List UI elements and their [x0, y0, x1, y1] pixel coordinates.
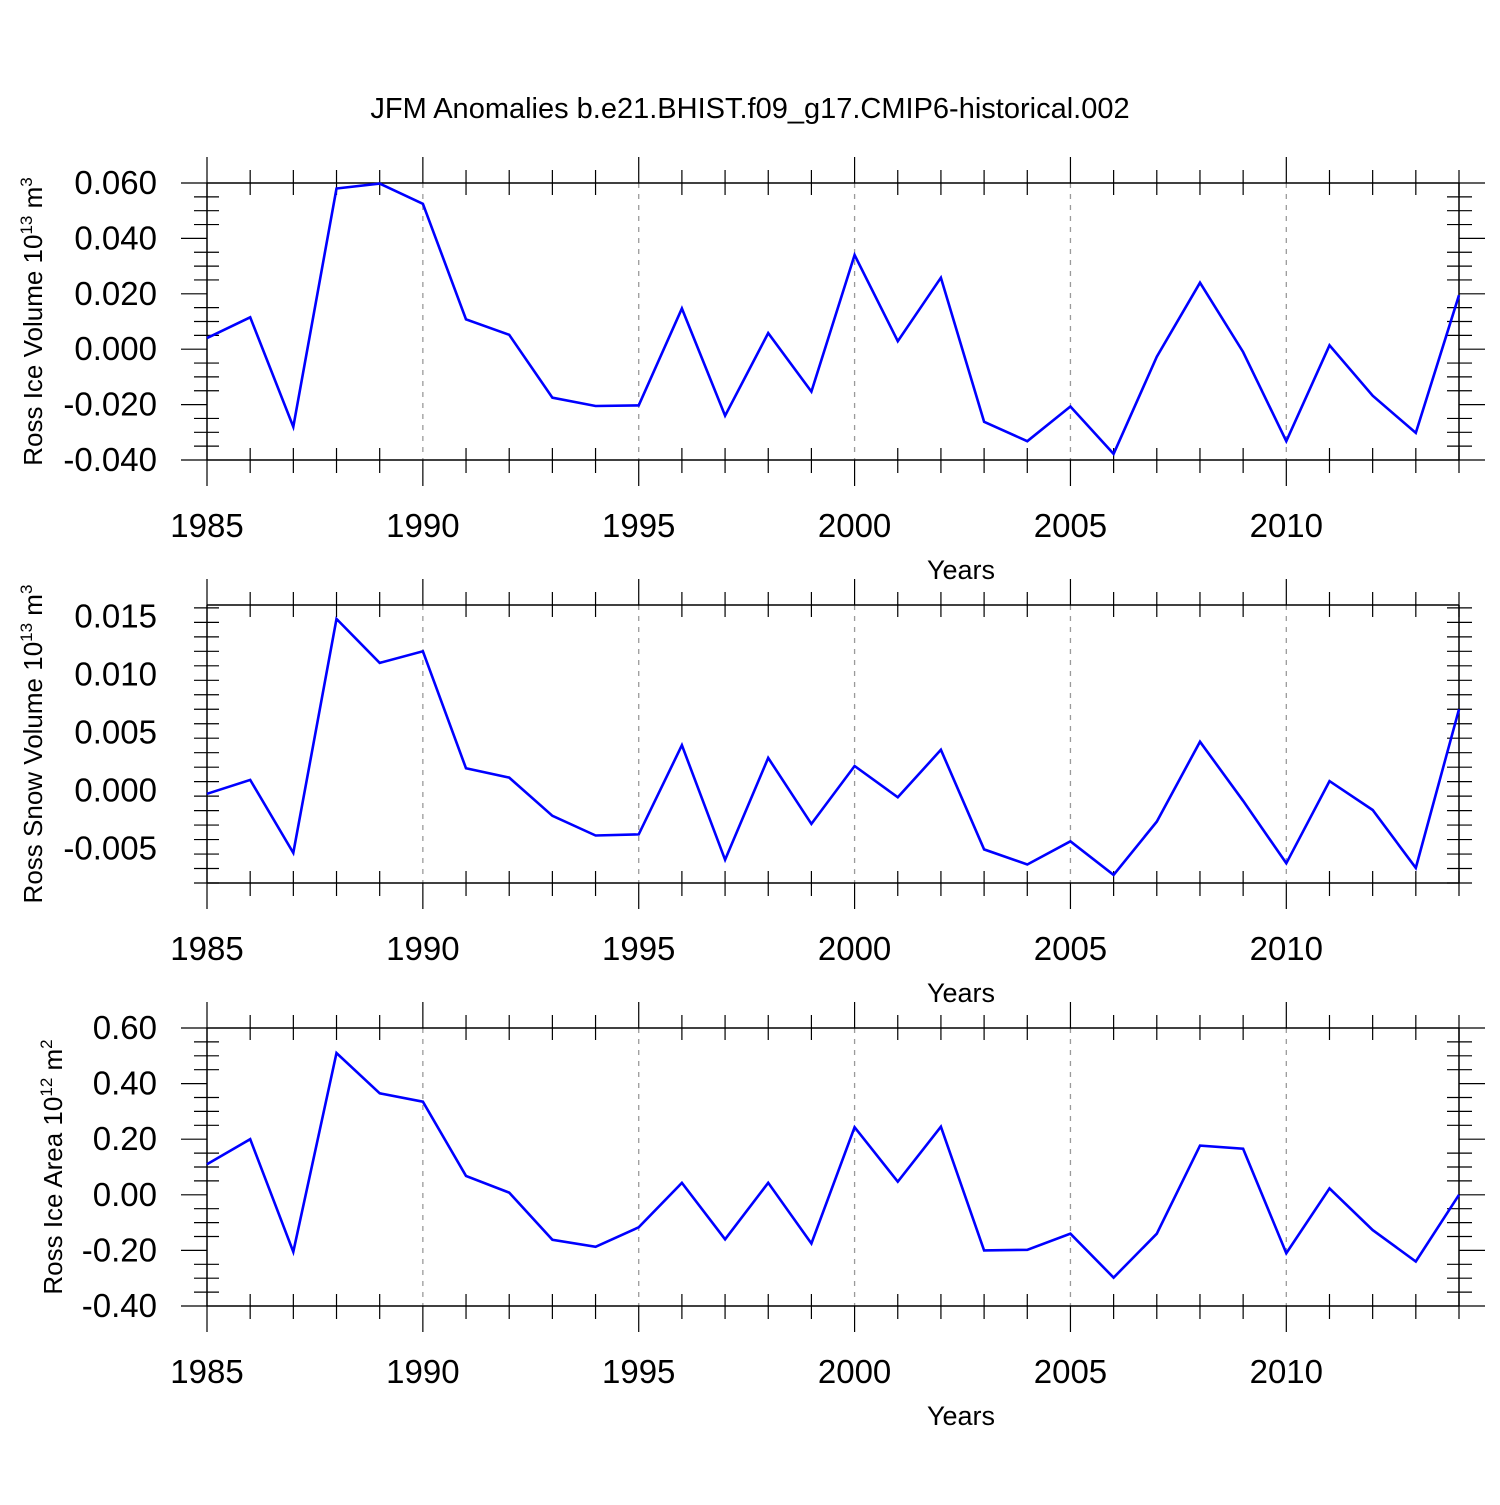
- y-tick-label: 0.020: [74, 275, 157, 312]
- y-tick-label: -0.020: [63, 386, 157, 423]
- y-tick-label: 0.20: [93, 1120, 157, 1157]
- y-axis-title-exponent: 13: [17, 216, 36, 235]
- x-tick-label: 1985: [170, 930, 243, 967]
- chart-panels: 1985 1990 1995 2000 2005 2010 Years -0.040 -0.02…: [17, 157, 1485, 1431]
- y-tick-label: 0.005: [74, 713, 157, 750]
- y-tick-label: 0.00: [93, 1176, 157, 1213]
- x-tick-label: 2005: [1034, 930, 1107, 967]
- series-line-1: [207, 184, 1459, 454]
- y-tick-label: -0.40: [82, 1287, 157, 1324]
- y-axis-title-main: Ross Snow Volume 10: [18, 642, 48, 904]
- x-tick-label: 1995: [602, 1353, 675, 1390]
- x-tick-label: 2010: [1250, 1353, 1323, 1390]
- y-tick-label: -0.20: [82, 1231, 157, 1268]
- series-line-1: [207, 1053, 1459, 1278]
- y-tick-label: 0.010: [74, 656, 157, 693]
- y-axis-title: Ross Ice Volume 1013 m3: [17, 177, 48, 466]
- y-tick-label: -0.040: [63, 441, 157, 478]
- x-tick-label: 2000: [818, 1353, 891, 1390]
- chart-panel-2: 1985 1990 1995 2000 2005 2010 Years -0.005 0.000…: [17, 579, 1472, 1008]
- y-tick-label: 0.040: [74, 219, 157, 256]
- x-tick-label: 1985: [170, 507, 243, 544]
- chart-panel-1: 1985 1990 1995 2000 2005 2010 Years -0.040 -0.02…: [17, 157, 1485, 585]
- x-axis-title: Years: [927, 555, 995, 585]
- x-tick-label: 2000: [818, 930, 891, 967]
- y-tick-label: 0.015: [74, 598, 157, 635]
- y-axis-title-unit-exponent: 3: [17, 585, 36, 594]
- chart-title: JFM Anomalies b.e21.BHIST.f09_g17.CMIP6-…: [370, 93, 1129, 125]
- x-tick-label: 1990: [386, 507, 459, 544]
- x-tick-label: 1985: [170, 1353, 243, 1390]
- x-tick-label: 1995: [602, 507, 675, 544]
- y-axis-title-exponent: 13: [17, 623, 36, 642]
- y-tick-label: 0.40: [93, 1065, 157, 1102]
- y-axis-title-main: Ross Ice Area 10: [38, 1097, 68, 1295]
- x-tick-label: 1995: [602, 930, 675, 967]
- chart-panel-3: 1985 1990 1995 2000 2005 2010 Years -0.40 -0.20 0…: [37, 1002, 1485, 1431]
- y-axis-title-unit: m: [18, 187, 48, 216]
- y-axis-title-unit: m: [18, 594, 48, 623]
- y-axis-title-unit-exponent: 2: [37, 1039, 56, 1048]
- x-axis-title: Years: [927, 978, 995, 1008]
- y-axis-title: Ross Ice Area 1012 m2: [37, 1039, 68, 1294]
- y-axis-title-unit: m: [38, 1049, 68, 1078]
- x-axis-title: Years: [927, 1401, 995, 1431]
- y-tick-label: 0.60: [93, 1009, 157, 1046]
- y-axis-title: Ross Snow Volume 1013 m3: [17, 585, 48, 904]
- x-tick-label: 1990: [386, 930, 459, 967]
- x-tick-label: 2000: [818, 507, 891, 544]
- x-tick-label: 2010: [1250, 930, 1323, 967]
- y-tick-label: 0.000: [74, 330, 157, 367]
- y-tick-label: -0.005: [63, 829, 157, 866]
- y-tick-label: 0.000: [74, 771, 157, 808]
- x-tick-label: 2005: [1034, 507, 1107, 544]
- x-tick-label: 1990: [386, 1353, 459, 1390]
- y-tick-label: 0.060: [74, 164, 157, 201]
- series-line-1: [207, 619, 1459, 875]
- x-tick-label: 2010: [1250, 507, 1323, 544]
- y-axis-title-unit-exponent: 3: [17, 177, 36, 186]
- x-tick-label: 2005: [1034, 1353, 1107, 1390]
- y-axis-title-exponent: 12: [37, 1078, 56, 1097]
- y-axis-title-main: Ross Ice Volume 10: [18, 235, 48, 466]
